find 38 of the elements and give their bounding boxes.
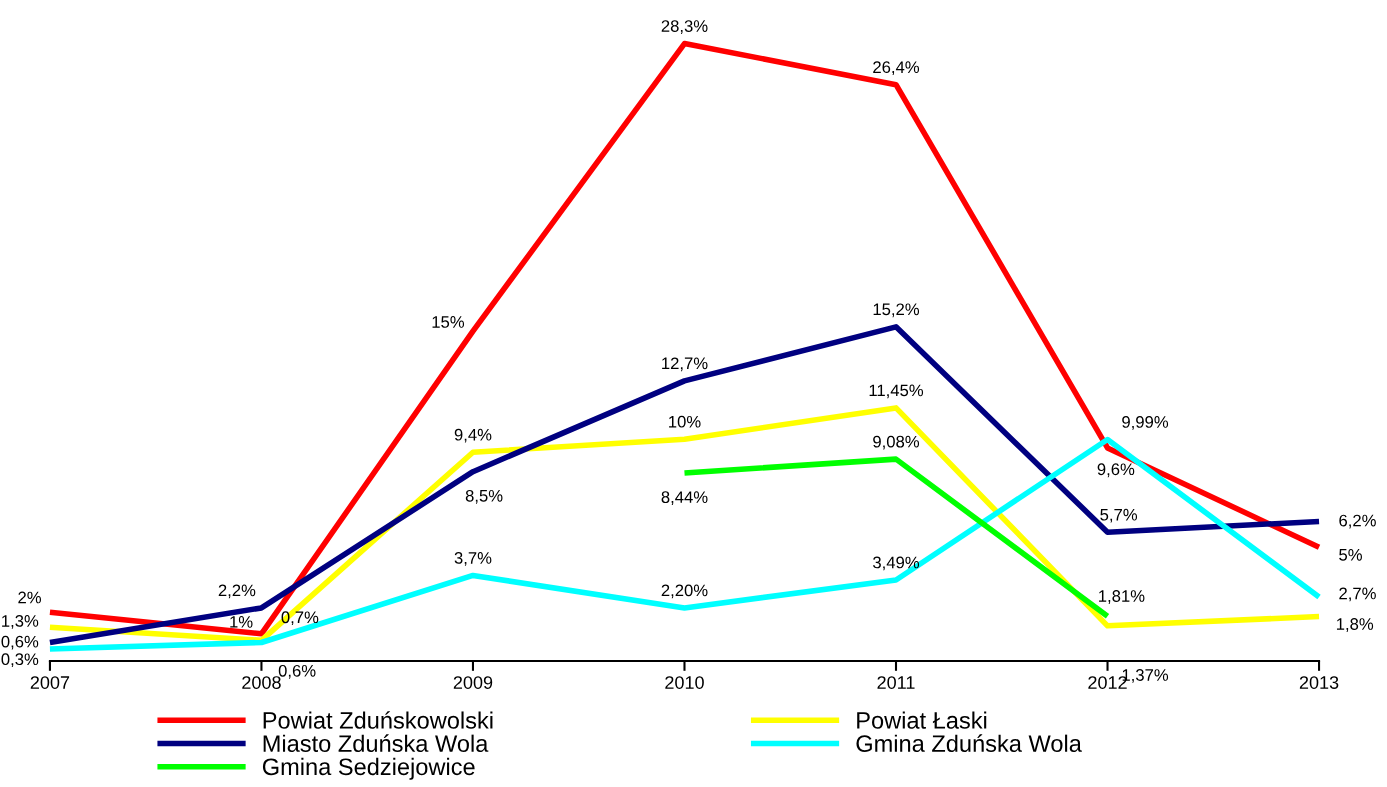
data-label: 9,4% xyxy=(454,428,492,443)
data-label: 6,2% xyxy=(1339,514,1376,529)
data-label: 1,8% xyxy=(1336,618,1374,632)
legend-label: Powiat Łaski xyxy=(857,711,987,729)
legend-label: Gmina Zduńska Wola xyxy=(856,734,1082,752)
data-label: 8,5% xyxy=(465,489,503,504)
data-label: 28,3% xyxy=(661,20,708,34)
x-tick-label: 2010 xyxy=(665,676,704,689)
data-label: 9,99% xyxy=(1122,416,1169,430)
data-label: 3,7% xyxy=(454,552,492,566)
data-label: 2,7% xyxy=(1339,587,1376,602)
data-label: 3,49% xyxy=(873,556,920,571)
x-tick-label: 2009 xyxy=(453,676,493,689)
data-label: 12,7% xyxy=(662,357,708,372)
data-label: 2% xyxy=(18,591,42,604)
x-tick-label: 2013 xyxy=(1299,676,1339,689)
x-tick-label: 2007 xyxy=(30,676,70,689)
data-label: 15% xyxy=(432,316,465,328)
data-label: 10% xyxy=(669,415,701,428)
data-label: 0,6% xyxy=(1,635,39,650)
data-label: 9,6% xyxy=(1097,463,1135,478)
legend-label: Miasto Zduńska Wola xyxy=(263,734,489,752)
data-label: 26,4% xyxy=(873,61,920,76)
data-label: 11,45% xyxy=(869,384,924,399)
data-label: 2,20% xyxy=(661,584,708,599)
x-tick-label: 2011 xyxy=(877,676,915,689)
data-label: 15,2% xyxy=(873,303,920,318)
data-label: 1,3% xyxy=(2,615,39,629)
data-label: 0,3% xyxy=(1,653,39,668)
data-label: 9,08% xyxy=(873,435,920,450)
data-label: 5% xyxy=(1339,549,1362,561)
data-label: 8,44% xyxy=(661,491,708,505)
data-label: 1,81% xyxy=(1099,590,1145,604)
data-label: 5,7% xyxy=(1100,508,1138,523)
legend-label: Powiat Zduńskowolski xyxy=(263,711,493,729)
legend-label: Gmina Sedziejowice xyxy=(262,757,475,780)
data-label: 1% xyxy=(230,616,253,628)
data-label: 2,2% xyxy=(218,584,256,599)
